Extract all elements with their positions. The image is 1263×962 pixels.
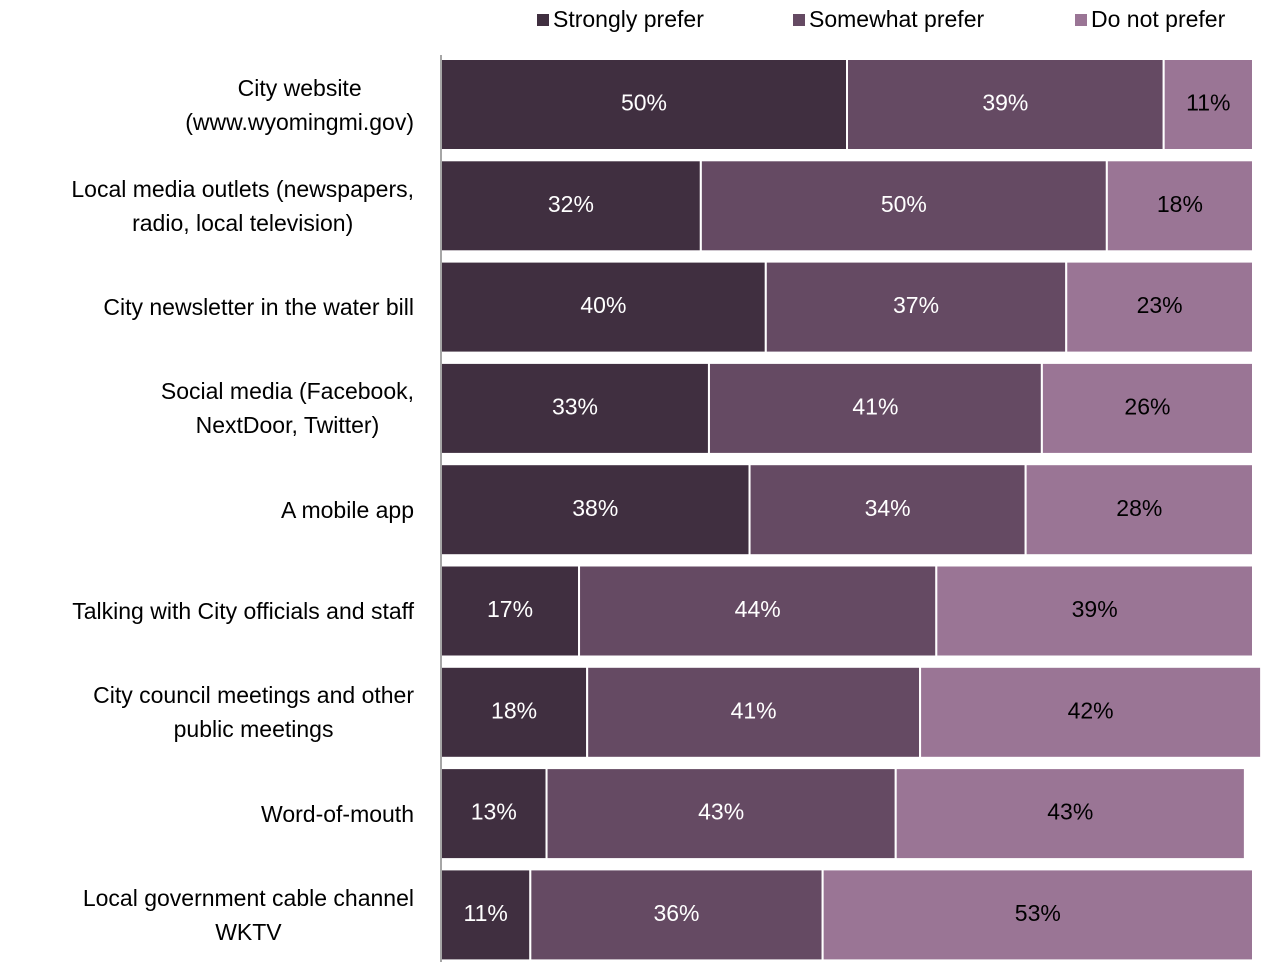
value-label: 32% <box>548 191 594 217</box>
value-label: 38% <box>572 495 618 521</box>
category-text: Word-of-mouth <box>261 800 414 827</box>
value-label: 50% <box>621 90 667 116</box>
bar-segment <box>440 868 532 962</box>
category-label: Word-of-mouth <box>0 768 414 859</box>
category-label: City council meetings and other public m… <box>0 667 414 758</box>
value-label: 23% <box>1137 292 1183 318</box>
legend-swatch <box>1075 14 1087 26</box>
bar-segment <box>919 665 1263 759</box>
value-label: 39% <box>1072 596 1118 622</box>
category-label: City newsletter in the water bill <box>0 262 414 353</box>
category-label: Local government cable channel WKTV <box>0 869 414 960</box>
category-text: Local media outlets (newspapers, radio, … <box>71 175 414 236</box>
value-label: 28% <box>1116 495 1162 521</box>
bar-segment <box>586 665 922 759</box>
bar-segment <box>894 767 1246 861</box>
bar-segment <box>1065 260 1254 354</box>
category-label: A mobile app <box>0 464 414 555</box>
category-label: Social media (Facebook, NextDoor, Twitte… <box>0 363 414 454</box>
bar-segment <box>440 463 751 557</box>
value-label: 11% <box>1186 90 1230 116</box>
value-label: 33% <box>552 393 598 419</box>
legend-label: Do not prefer <box>1091 6 1226 32</box>
bar-segment <box>748 463 1027 557</box>
category-text: City website (www.wyomingmi.gov) <box>185 74 414 135</box>
category-text: City newsletter in the water bill <box>103 294 414 321</box>
category-text: Social media (Facebook, NextDoor, Twitte… <box>160 378 414 439</box>
value-label: 41% <box>731 697 777 723</box>
value-label: 41% <box>852 393 898 419</box>
value-label: 44% <box>735 596 781 622</box>
value-label: 17% <box>487 596 533 622</box>
bar-segment <box>440 665 589 759</box>
category-text: City council meetings and other public m… <box>93 682 414 743</box>
category-label: Talking with City officials and staff <box>0 566 414 657</box>
bar-segment <box>1024 463 1255 557</box>
bar-segment <box>1040 361 1254 455</box>
value-label: 11% <box>463 900 507 926</box>
bar-segment <box>1162 58 1255 151</box>
bar-segment <box>440 159 702 253</box>
category-label: City website (www.wyomingmi.gov) <box>0 59 414 150</box>
value-label: 34% <box>865 495 911 521</box>
bar-segment <box>440 361 710 455</box>
value-label: 36% <box>653 900 699 926</box>
bar-segment <box>578 564 938 658</box>
bar-segment <box>935 564 1254 658</box>
bar-segment <box>846 58 1165 151</box>
bar-segment <box>545 767 897 861</box>
legend-label: Strongly prefer <box>553 6 704 32</box>
value-label: 53% <box>1015 900 1061 926</box>
category-text: Talking with City officials and staff <box>72 598 414 624</box>
value-label: 26% <box>1124 393 1170 419</box>
category-text: Local government cable channel WKTV <box>82 884 414 945</box>
legend-label: Somewhat prefer <box>809 6 984 32</box>
bar-segment <box>699 159 1108 253</box>
category-text: A mobile app <box>281 496 414 523</box>
legend-swatch <box>793 14 805 26</box>
value-label: 18% <box>491 697 537 723</box>
bar-segment <box>529 868 824 962</box>
value-label: 18% <box>1157 191 1203 217</box>
value-label: 37% <box>893 292 939 318</box>
value-label: 13% <box>471 799 517 825</box>
value-label: 43% <box>1047 799 1093 825</box>
value-label: 42% <box>1068 697 1114 723</box>
value-label: 43% <box>698 799 744 825</box>
value-label: 50% <box>881 191 927 217</box>
bar-segment <box>440 58 848 151</box>
bar-segment <box>1105 159 1254 253</box>
value-label: 39% <box>982 90 1028 116</box>
bar-segment <box>821 868 1254 962</box>
category-label: Local media outlets (newspapers, radio, … <box>0 160 414 251</box>
bar-segment <box>440 767 548 861</box>
value-label: 40% <box>580 292 626 318</box>
bar-segment <box>764 260 1068 354</box>
legend-swatch <box>537 14 549 26</box>
